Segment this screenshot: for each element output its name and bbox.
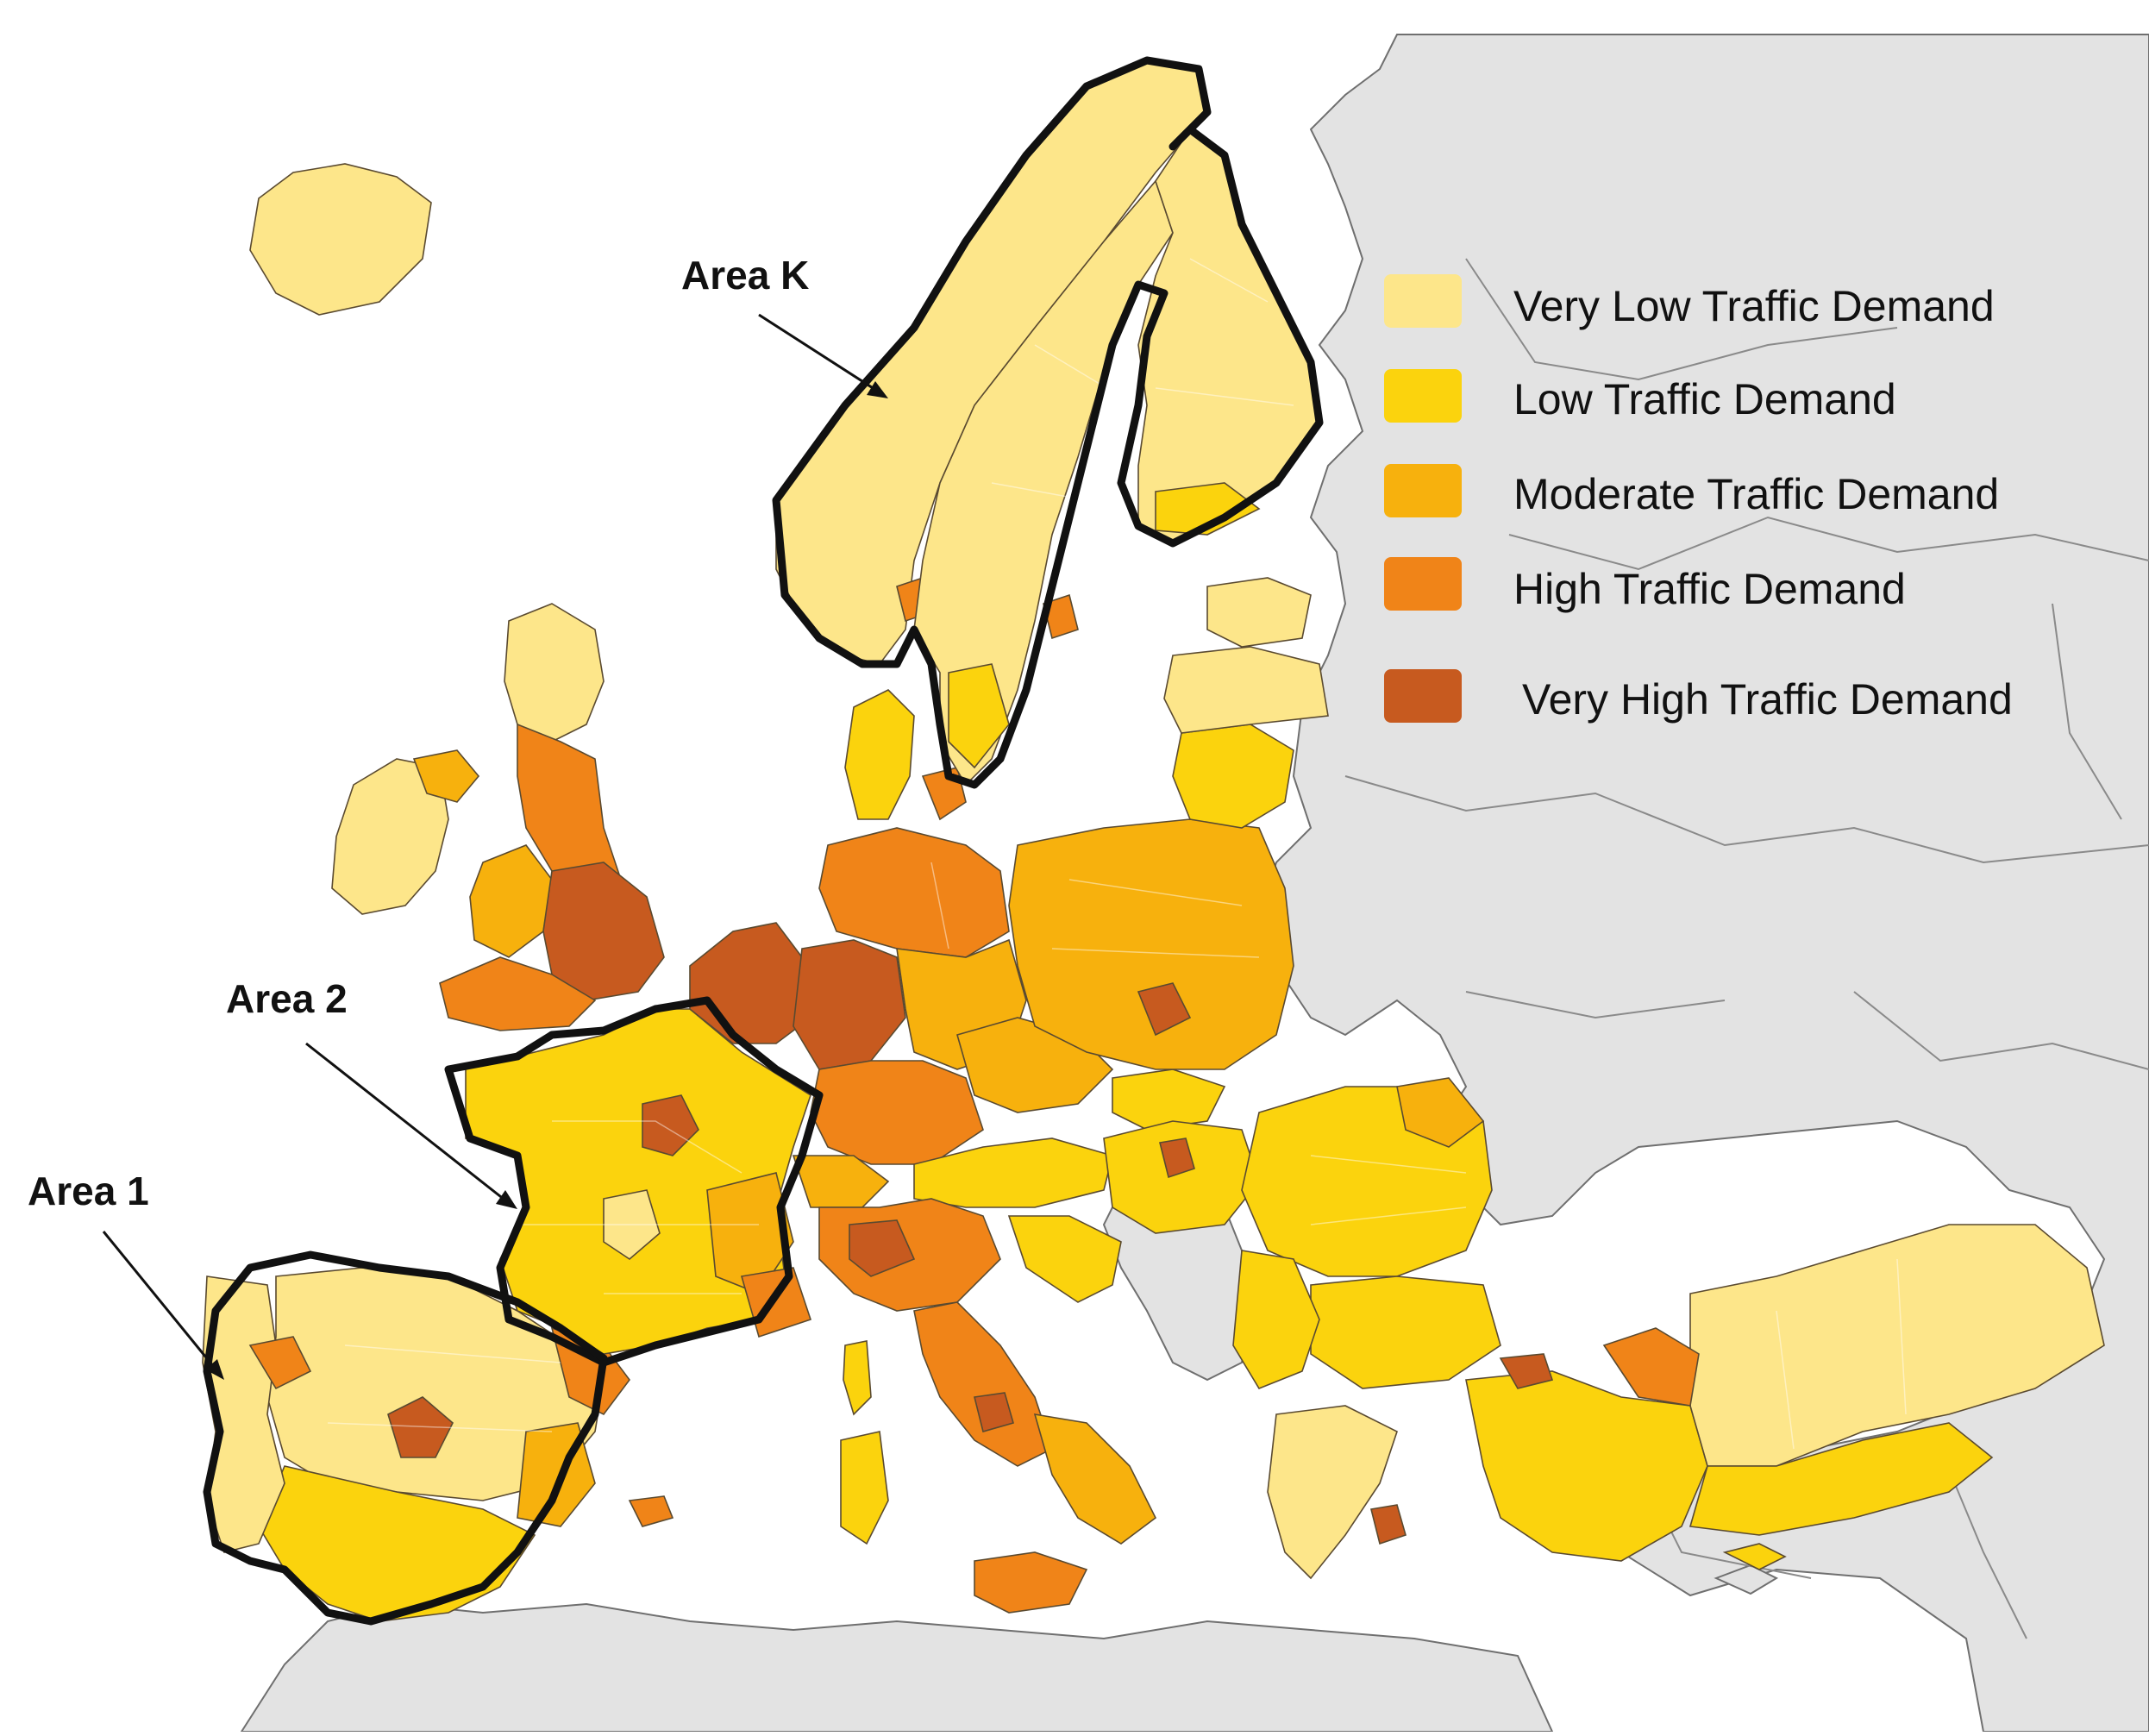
region-italy-center [913,1301,1053,1467]
region-south-west-england [439,956,597,1031]
area-outlines [203,56,1324,1626]
region-spain-south [258,1465,536,1622]
legend-swatch-low [1384,369,1462,423]
region-balearic [628,1495,674,1527]
region-istanbul [1499,1353,1554,1389]
area-annotations: Area K Area 2 Area 1 [28,253,888,1380]
region-paris [642,1094,699,1156]
area-2-arrowhead [496,1190,517,1209]
legend-label-low: Low Traffic Demand [1513,375,1896,423]
area-2-label: Area 2 [226,976,348,1021]
region-serbia [1232,1250,1320,1389]
region-croatia [1007,1215,1122,1303]
region-moldova-edge [1396,1077,1485,1148]
country-borders-east [1344,258,2149,1639]
region-estonia [1206,577,1312,648]
cyprus-nonstudy [1714,1564,1779,1595]
legend: Very Low Traffic Demand Low Traffic Dema… [1384,274,2013,724]
region-stockholm [1043,593,1079,640]
region-hungary [1103,1120,1260,1234]
legend-swatch-moderate [1384,464,1462,517]
non-study-land [240,34,2149,1733]
region-helsinki [1155,482,1261,536]
legend-swatch-very-high [1384,669,1462,723]
region-germany-north [818,827,1010,958]
region-porto [248,1336,312,1390]
area-k-outline [772,56,1324,789]
region-corsica [843,1340,872,1416]
subregion-borders [327,258,1907,1450]
region-scotland [504,603,605,743]
region-milan [849,1219,916,1277]
area-1-label: Area 1 [28,1169,149,1213]
legend-swatch-high [1384,557,1462,611]
region-madrid [387,1396,454,1458]
region-rhone-alpes [706,1172,794,1294]
area-2-arrow [305,1042,510,1205]
area-2-outline [444,996,824,1367]
region-turkey-west [1465,1370,1708,1562]
region-sardinia [840,1431,889,1545]
legend-label-moderate: Moderate Traffic Demand [1513,470,1999,518]
region-rome [974,1392,1014,1432]
region-lithuania [1172,724,1294,829]
region-poland [1008,818,1294,1070]
region-northern-ireland [412,749,480,803]
region-athens [1370,1504,1407,1545]
legend-label-high: High Traffic Demand [1513,565,1906,613]
region-turkey-south [1688,1422,1994,1536]
region-switzerland [792,1155,890,1208]
region-sweden [913,179,1174,787]
legend-swatch-very-low [1384,274,1462,328]
region-bulgaria [1310,1275,1501,1389]
region-wales [469,844,553,958]
region-latvia [1163,646,1329,734]
choropleth-regions [202,60,2105,1622]
legend-label-very-low: Very Low Traffic Demand [1513,282,1995,330]
region-france-center [603,1189,661,1261]
area-1-arrowhead [205,1359,224,1380]
legend-label-very-high: Very High Traffic Demand [1522,675,2013,724]
region-germany-south [810,1060,984,1165]
region-midlands-london [542,862,665,1001]
region-cyprus [1722,1543,1787,1570]
region-sicily [974,1551,1088,1614]
region-greece [1267,1405,1398,1580]
region-budapest [1159,1137,1195,1179]
region-sweden-south [948,663,1010,769]
area-1-outline [203,1250,608,1626]
region-warsaw [1137,982,1192,1037]
region-iceland [249,163,432,316]
area-k-arrowhead [867,381,888,398]
area-k-arrow [758,313,880,394]
region-ankara [1602,1327,1700,1407]
area-k-label: Area K [681,253,809,298]
area-1-arrow [102,1231,219,1372]
region-denmark [844,689,915,820]
region-italy-south [1033,1413,1157,1545]
region-germany-west [793,939,906,1070]
